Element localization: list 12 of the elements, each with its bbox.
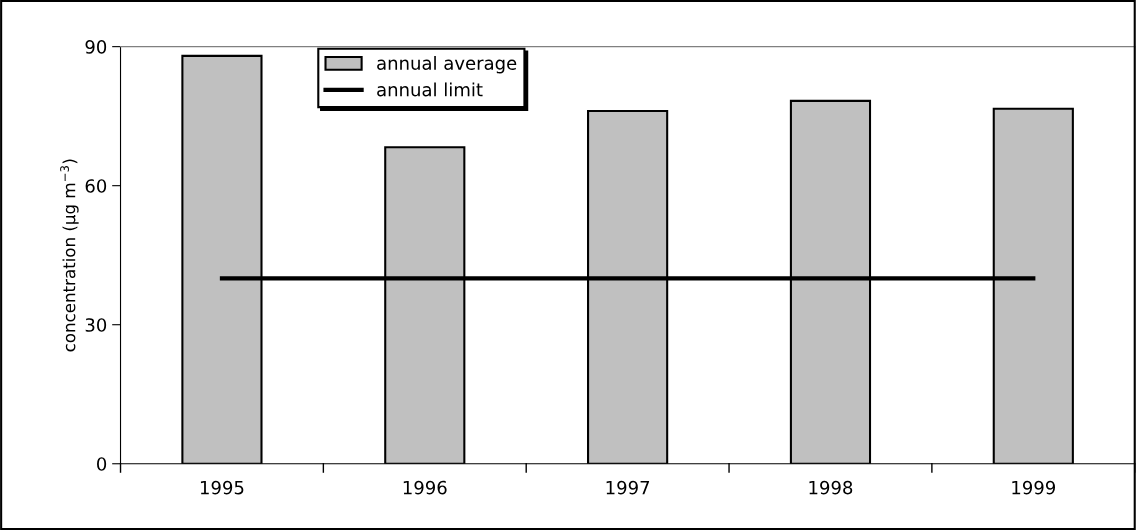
x-tick-label: 1998 xyxy=(809,480,853,495)
legend-label: annual average xyxy=(377,55,517,74)
y-axis-title: concentration (µg m$^{−3}$) xyxy=(60,159,79,352)
x-tick-label: 1999 xyxy=(1012,480,1056,495)
y-tick-label: 30 xyxy=(85,318,107,332)
x-tick-label: 1995 xyxy=(200,480,244,495)
y-tick-label: 0 xyxy=(97,457,107,471)
legend-label: annual limit xyxy=(377,82,483,97)
y-tick-label: 60 xyxy=(85,179,107,193)
x-tick-label: 1997 xyxy=(606,480,650,495)
x-tick-label: 1996 xyxy=(403,480,447,495)
y-tick-label: 90 xyxy=(85,40,107,54)
